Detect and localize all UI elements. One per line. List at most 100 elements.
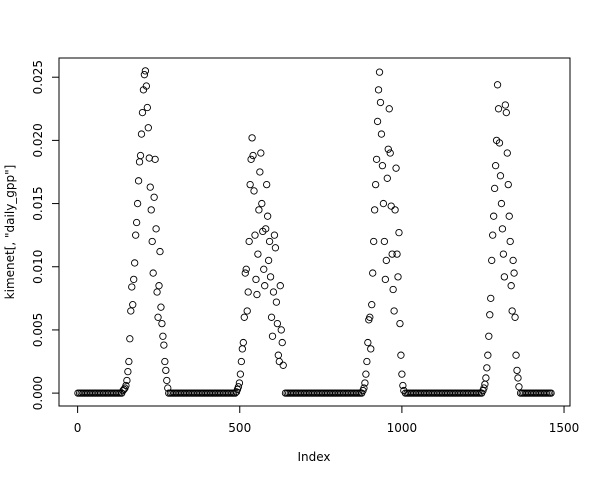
point xyxy=(160,341,168,349)
point xyxy=(241,269,249,277)
point xyxy=(244,288,252,296)
point xyxy=(371,206,379,214)
point xyxy=(257,149,265,157)
x-tick-label: 0 xyxy=(74,421,82,435)
point xyxy=(391,206,399,214)
point xyxy=(133,199,142,208)
point xyxy=(390,307,398,315)
point xyxy=(269,288,278,296)
point xyxy=(375,68,384,76)
point xyxy=(361,379,369,387)
point xyxy=(129,301,137,309)
point xyxy=(483,364,491,372)
point xyxy=(497,199,506,208)
point xyxy=(162,366,170,375)
point xyxy=(514,374,522,382)
point xyxy=(277,326,285,334)
point xyxy=(158,319,166,328)
point xyxy=(132,231,140,239)
point xyxy=(370,237,378,246)
point xyxy=(159,332,167,340)
point xyxy=(363,357,371,366)
point xyxy=(490,212,498,220)
point xyxy=(489,231,497,239)
point xyxy=(496,172,505,180)
point xyxy=(503,149,511,157)
point xyxy=(276,282,284,290)
y-tick-label: 0.010 xyxy=(31,250,45,284)
point xyxy=(515,383,523,391)
point xyxy=(485,332,493,340)
point xyxy=(135,158,144,166)
point xyxy=(142,82,151,90)
point xyxy=(266,273,275,281)
point xyxy=(255,206,263,214)
point xyxy=(366,313,374,321)
point xyxy=(147,206,155,214)
point xyxy=(246,180,254,189)
point xyxy=(278,338,286,347)
point xyxy=(275,357,283,366)
point xyxy=(138,108,147,117)
point xyxy=(146,183,154,191)
point xyxy=(267,313,276,321)
point xyxy=(120,385,128,393)
point xyxy=(494,105,503,113)
point xyxy=(369,269,377,277)
point xyxy=(132,218,141,227)
point xyxy=(153,288,161,296)
point xyxy=(396,319,404,328)
point xyxy=(263,212,272,220)
point xyxy=(124,367,132,376)
point xyxy=(507,282,515,290)
point xyxy=(486,311,494,319)
point xyxy=(157,303,165,311)
point xyxy=(235,379,244,387)
point xyxy=(377,130,386,138)
point xyxy=(163,376,171,385)
point xyxy=(505,212,513,220)
point xyxy=(364,338,372,347)
point xyxy=(506,237,514,246)
point xyxy=(140,71,149,79)
point xyxy=(389,285,397,294)
y-tick-label: 0.015 xyxy=(31,186,45,220)
point xyxy=(155,282,163,290)
point xyxy=(234,383,243,391)
point xyxy=(392,164,400,172)
point xyxy=(256,168,264,176)
point xyxy=(367,345,375,353)
point xyxy=(231,389,239,397)
point xyxy=(513,366,521,375)
point xyxy=(248,134,256,142)
point xyxy=(547,389,555,397)
point xyxy=(384,145,392,153)
x-tick-label: 500 xyxy=(228,421,251,435)
point xyxy=(262,225,270,233)
point xyxy=(238,345,246,353)
point xyxy=(265,237,274,246)
point xyxy=(487,294,495,302)
point xyxy=(491,162,500,170)
point xyxy=(504,180,512,189)
point xyxy=(134,177,143,185)
point xyxy=(126,335,134,343)
point xyxy=(125,357,133,366)
point xyxy=(150,193,158,201)
point xyxy=(149,269,157,277)
point xyxy=(380,237,389,246)
point xyxy=(131,259,139,267)
point xyxy=(376,98,385,107)
point xyxy=(145,154,153,162)
point xyxy=(154,313,162,321)
point xyxy=(378,162,387,170)
point xyxy=(242,265,250,273)
point xyxy=(362,370,370,378)
point xyxy=(379,199,388,208)
point xyxy=(498,225,507,233)
point xyxy=(500,273,509,281)
point xyxy=(141,67,150,75)
point xyxy=(240,313,248,321)
